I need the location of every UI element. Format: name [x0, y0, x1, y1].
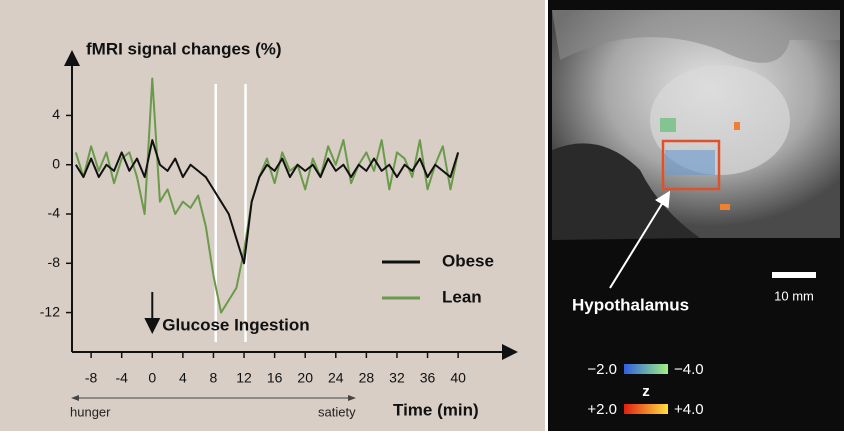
colorbar-label: −4.0 — [674, 361, 704, 378]
colorbar-label: −2.0 — [587, 361, 617, 378]
x-tick-label: 16 — [267, 370, 283, 386]
colorbar-label: +2.0 — [587, 401, 617, 418]
page: {"chart_data": {"type": "line", "title":… — [0, 0, 844, 431]
chart-panel — [0, 0, 545, 431]
x-tick-label: 4 — [179, 370, 187, 386]
x-axis-label: Time (min) — [393, 400, 479, 419]
range-label: satiety — [318, 404, 356, 419]
figure: fMRI signal changes (%) Time (min) hunge… — [0, 0, 844, 431]
x-tick-label: 12 — [236, 370, 252, 386]
x-tick-label: 0 — [148, 370, 156, 386]
y-tick-label: -8 — [48, 254, 61, 270]
x-tick-label: 36 — [420, 370, 436, 386]
x-tick-label: 40 — [450, 370, 466, 386]
x-tick-label: -8 — [85, 370, 98, 386]
legend-label: Lean — [442, 287, 482, 306]
y-tick-label: 4 — [52, 106, 60, 122]
x-tick-label: -4 — [115, 370, 128, 386]
chart-title: fMRI signal changes (%) — [86, 39, 282, 58]
scale-label: 10 mm — [774, 288, 814, 303]
image-label: Hypothalamus — [572, 295, 689, 314]
legend-label: Obese — [442, 251, 494, 270]
range-label: hunger — [70, 404, 111, 419]
x-tick-label: 8 — [210, 370, 218, 386]
colorbar-title: z — [642, 383, 650, 400]
annotation-label: Glucose Ingestion — [162, 315, 309, 334]
y-tick-label: -4 — [48, 205, 61, 221]
y-tick-label: -12 — [40, 303, 60, 319]
x-tick-label: 32 — [389, 370, 405, 386]
x-tick-label: 24 — [328, 370, 344, 386]
colorbar-label: +4.0 — [674, 401, 704, 418]
x-tick-label: 20 — [297, 370, 313, 386]
y-tick-label: 0 — [52, 155, 60, 171]
x-tick-label: 28 — [359, 370, 375, 386]
